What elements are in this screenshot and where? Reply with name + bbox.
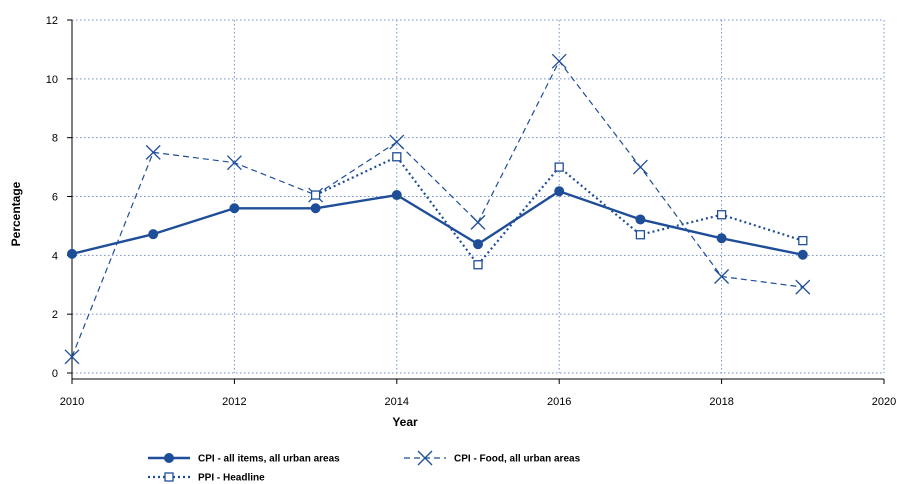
- y-tick-label: 6: [52, 192, 58, 204]
- y-tick-label: 12: [46, 15, 58, 27]
- y-tick-label: 2: [52, 309, 58, 321]
- data-point: [714, 269, 730, 284]
- series-1: [67, 186, 808, 260]
- data-point: [632, 159, 648, 175]
- legend-item-2: CPI - Food, all urban areas: [404, 450, 581, 466]
- x-marker-stroke: [470, 214, 486, 230]
- data-point: [797, 249, 808, 260]
- data-point: [229, 203, 240, 214]
- data-point: [310, 203, 321, 214]
- data-point: [226, 155, 242, 171]
- y-tick-label: 10: [46, 74, 58, 86]
- x-axis-title: Year: [392, 415, 418, 429]
- x-marker-stroke: [64, 349, 80, 365]
- legend-marker: [164, 472, 174, 482]
- series-layer: [64, 53, 811, 365]
- series-2: [64, 53, 811, 365]
- y-tick-label: 8: [52, 133, 58, 145]
- data-point: [64, 349, 80, 365]
- data-point: [554, 162, 564, 172]
- data-point: [716, 233, 727, 244]
- x-marker-stroke: [551, 53, 567, 69]
- data-point: [716, 210, 727, 220]
- legend-label: CPI - Food, all urban areas: [454, 454, 581, 465]
- legend-item-1: CPI - all items, all urban areas: [148, 453, 340, 465]
- data-point: [795, 279, 811, 295]
- y-tick-label: 4: [52, 250, 58, 262]
- legend-marker: [164, 453, 174, 463]
- legend-label: CPI - all items, all urban areas: [198, 454, 340, 465]
- x-marker-stroke: [145, 144, 161, 160]
- data-point: [310, 190, 321, 200]
- y-tick-label: 0: [52, 368, 58, 380]
- axes: 0 2 4 6 8 10 12 2010 2012 2014 2016 2018 2020: [46, 15, 896, 408]
- grid: [71, 19, 885, 374]
- data-point: [554, 186, 565, 197]
- data-point: [635, 230, 646, 240]
- data-point: [389, 134, 405, 150]
- x-tick-label: 2016: [547, 396, 571, 408]
- data-point: [391, 190, 402, 201]
- data-point: [551, 53, 567, 69]
- legend: CPI - all items, all urban areas CPI - Fo…: [148, 450, 581, 484]
- data-point: [473, 239, 483, 250]
- legend-item-3: PPI - Headline: [148, 472, 265, 484]
- x-tick-label: 2018: [709, 396, 733, 408]
- data-point: [635, 214, 646, 225]
- series-3: [310, 152, 808, 270]
- legend-marker: [417, 450, 433, 466]
- x-marker-stroke: [795, 279, 811, 295]
- series-line: [71, 60, 803, 358]
- x-marker-stroke: [632, 159, 648, 175]
- x-tick-label: 2014: [385, 396, 409, 408]
- data-point: [148, 229, 159, 240]
- x-marker-stroke: [714, 269, 730, 284]
- x-marker-stroke: [417, 450, 433, 466]
- data-point: [470, 214, 486, 230]
- x-tick-label: 2020: [872, 396, 896, 408]
- data-point: [67, 248, 77, 259]
- data-point: [473, 260, 483, 270]
- data-point: [145, 144, 161, 160]
- legend-label: PPI - Headline: [198, 473, 265, 484]
- x-marker-stroke: [226, 155, 242, 171]
- y-axis-title: Percentage: [9, 181, 23, 246]
- data-point: [798, 235, 808, 246]
- x-tick-label: 2012: [222, 396, 246, 408]
- x-marker-stroke: [389, 134, 405, 150]
- series-line: [71, 190, 804, 256]
- data-point: [392, 152, 402, 162]
- x-tick-label: 2010: [60, 396, 84, 408]
